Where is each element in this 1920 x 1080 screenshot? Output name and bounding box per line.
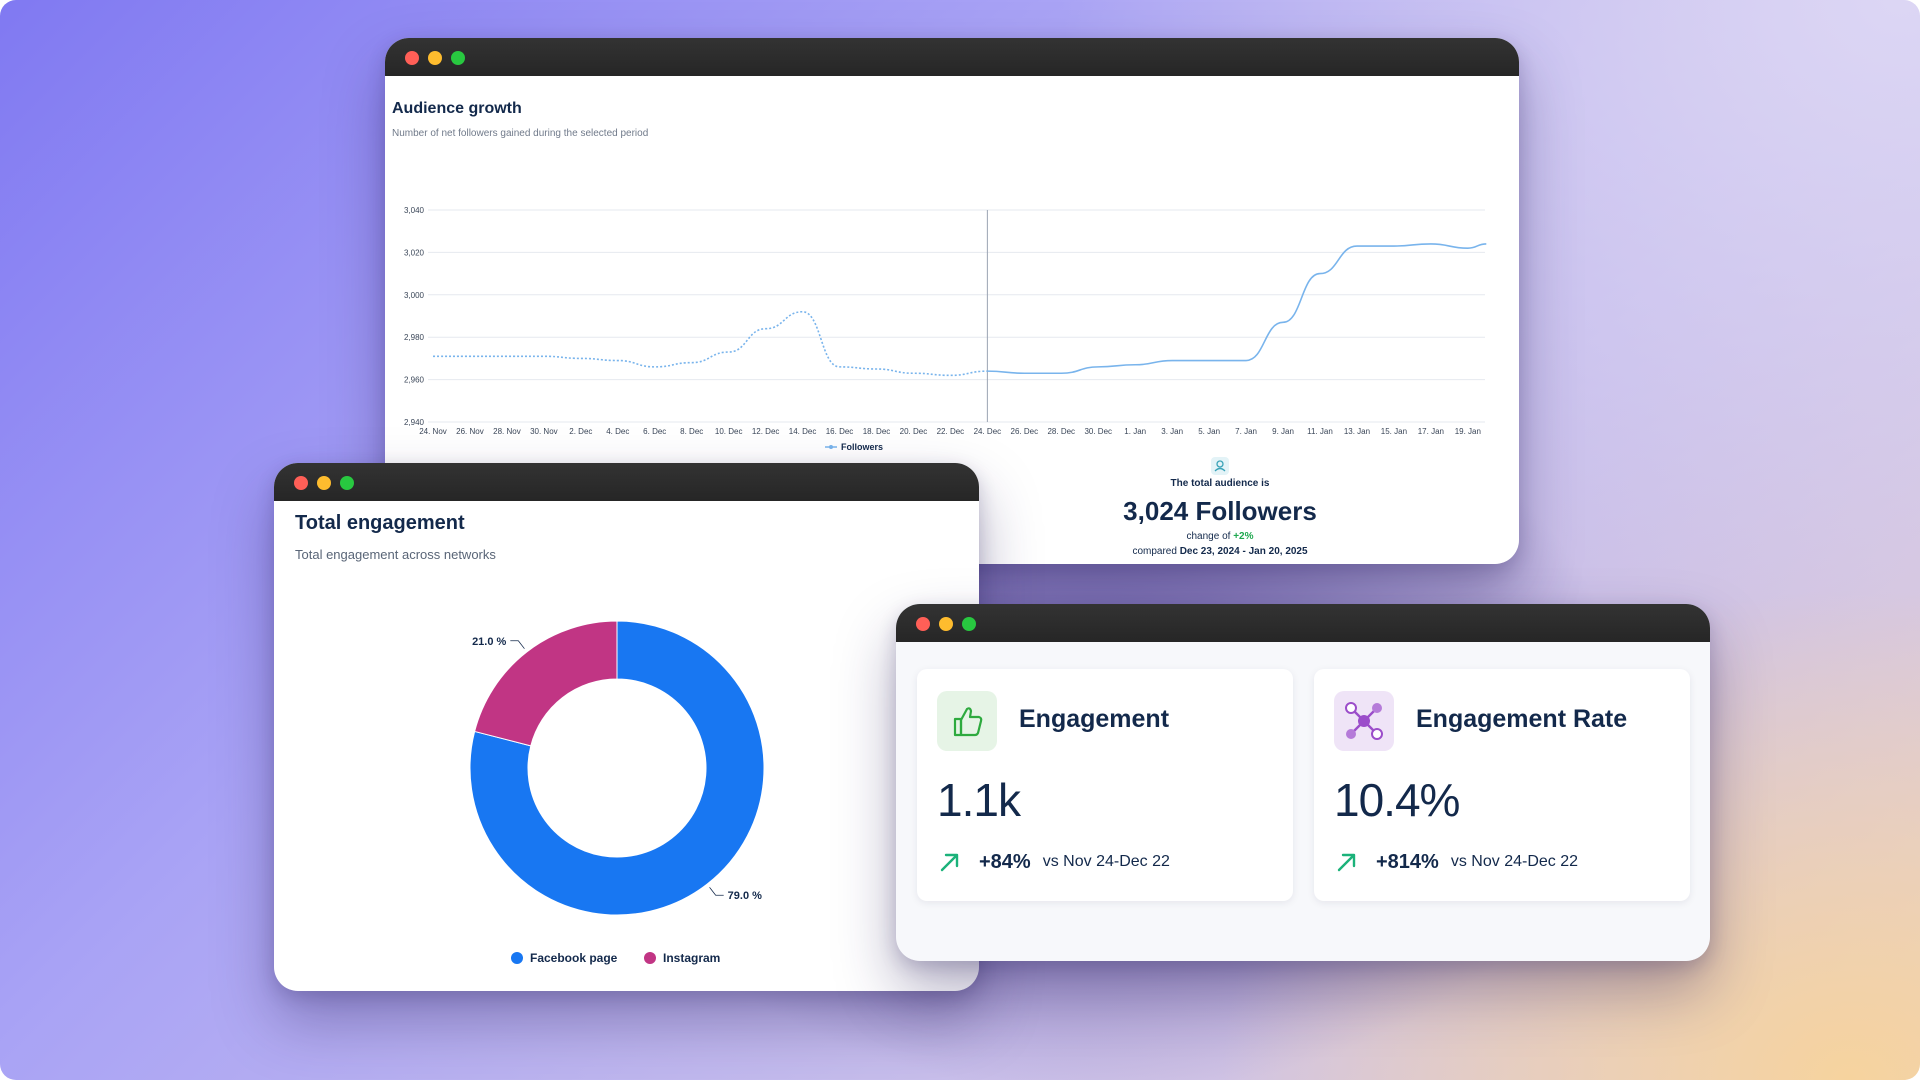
engagement-rate-value: 10.4% <box>1334 774 1460 826</box>
minimize-window-button[interactable] <box>428 51 442 65</box>
x-tick-label: 24. Dec <box>974 427 1002 436</box>
change-value: +2% <box>1233 531 1254 542</box>
compared-range: compared Dec 23, 2024 - Jan 20, 2025 <box>1025 546 1415 557</box>
x-tick-label: 24. Nov <box>419 427 447 436</box>
engagement-rate-card[interactable]: Engagement Rate 10.4% +814% vs Nov 24-De… <box>1314 669 1690 901</box>
x-tick-label: 28. Nov <box>493 427 521 436</box>
window-titlebar[interactable] <box>896 604 1710 642</box>
window-titlebar[interactable] <box>385 38 1519 76</box>
engagement-value: 1.1k <box>937 774 1021 826</box>
x-tick-label: 28. Dec <box>1047 427 1075 436</box>
legend-facebook[interactable]: Facebook page <box>511 951 617 965</box>
instagram-swatch <box>644 952 656 964</box>
total-engagement-title: Total engagement <box>295 512 465 534</box>
compared-dates: Dec 23, 2024 - Jan 20, 2025 <box>1179 546 1308 557</box>
x-tick-label: 20. Dec <box>900 427 928 436</box>
total-audience-label: The total audience is <box>1170 478 1270 489</box>
change-prefix: change of <box>1186 531 1231 542</box>
x-tick-label: 16. Dec <box>826 427 854 436</box>
x-tick-label: 8. Dec <box>680 427 703 436</box>
x-tick-label: 22. Dec <box>937 427 965 436</box>
audience-growth-title: Audience growth <box>392 100 522 117</box>
total-audience-value: 3,024 Followers <box>1123 496 1317 526</box>
facebook-swatch <box>511 952 523 964</box>
metrics-window: Engagement 1.1k +84% vs Nov 24-Dec 22 <box>896 604 1710 961</box>
engagement-comparison: vs Nov 24-Dec 22 <box>1042 853 1170 870</box>
x-tick-label: 4. Dec <box>606 427 629 436</box>
x-tick-label: 2. Dec <box>569 427 592 436</box>
x-tick-label: 7. Jan <box>1235 427 1257 436</box>
followers-line-solid[interactable] <box>987 243 1487 375</box>
x-tick-label: 14. Dec <box>789 427 817 436</box>
total-engagement-window: Total engagement Total engagement across… <box>274 463 979 991</box>
x-tick-label: 5. Jan <box>1198 427 1220 436</box>
arrow-up-right-icon <box>940 853 959 872</box>
followers-line-dotted[interactable] <box>432 310 988 377</box>
x-tick-label: 13. Jan <box>1344 427 1370 436</box>
legend-facebook-label: Facebook page <box>530 951 618 965</box>
total-engagement-subtitle: Total engagement across networks <box>295 547 496 562</box>
close-window-button[interactable] <box>294 476 308 490</box>
minimize-window-button[interactable] <box>939 617 953 631</box>
slice-percentage-label: 21.0 % <box>472 636 506 648</box>
legend-marker <box>829 445 833 449</box>
x-tick-label: 26. Nov <box>456 427 484 436</box>
engagement-card[interactable]: Engagement 1.1k +84% vs Nov 24-Dec 22 <box>917 669 1293 901</box>
x-tick-label: 15. Jan <box>1381 427 1407 436</box>
legend-instagram[interactable]: Instagram <box>644 951 720 965</box>
x-tick-label: 19. Jan <box>1455 427 1481 436</box>
window-titlebar[interactable] <box>274 463 979 501</box>
close-window-button[interactable] <box>916 617 930 631</box>
engagement-rate-delta-value: +814% <box>1376 850 1439 873</box>
donut-slice-facebook-page[interactable] <box>469 620 765 916</box>
legend-followers[interactable]: Followers <box>841 442 883 452</box>
donut-slice-instagram[interactable] <box>474 620 618 747</box>
x-tick-label: 6. Dec <box>643 427 666 436</box>
x-tick-label: 30. Dec <box>1084 427 1112 436</box>
label-leader-line <box>510 640 525 649</box>
minimize-window-button[interactable] <box>317 476 331 490</box>
maximize-window-button[interactable] <box>451 51 465 65</box>
engagement-rate-label: Engagement Rate <box>1416 705 1628 733</box>
slice-percentage-label: 79.0 % <box>728 890 762 902</box>
engagement-rate-delta: +814% vs Nov 24-Dec 22 <box>1334 849 1578 875</box>
y-tick-label: 3,020 <box>404 248 425 257</box>
close-window-button[interactable] <box>405 51 419 65</box>
y-tick-label: 2,940 <box>404 418 425 427</box>
x-tick-label: 30. Nov <box>530 427 558 436</box>
y-tick-label: 2,960 <box>404 376 425 385</box>
engagement-donut-chart: 79.0 % 21.0 % <box>469 620 765 916</box>
engagement-rate-comparison: vs Nov 24-Dec 22 <box>1450 853 1579 870</box>
audience-growth-subtitle: Number of net followers gained during th… <box>392 128 649 139</box>
audience-icon <box>1211 457 1229 475</box>
x-tick-label: 17. Jan <box>1418 427 1444 436</box>
x-tick-label: 3. Jan <box>1161 427 1183 436</box>
x-tick-label: 10. Dec <box>715 427 743 436</box>
engagement-delta-value: +84% <box>979 850 1031 873</box>
legend-instagram-label: Instagram <box>663 951 721 965</box>
y-tick-label: 3,040 <box>404 206 425 215</box>
engagement-label: Engagement <box>1019 705 1170 733</box>
y-tick-label: 2,980 <box>404 333 425 342</box>
thumbs-up-icon <box>937 691 997 751</box>
x-tick-label: 12. Dec <box>752 427 780 436</box>
x-tick-label: 11. Jan <box>1307 427 1333 436</box>
label-leader-line <box>709 887 724 896</box>
x-tick-label: 18. Dec <box>863 427 891 436</box>
x-tick-label: 9. Jan <box>1272 427 1294 436</box>
engagement-delta: +84% vs Nov 24-Dec 22 <box>937 849 1170 875</box>
maximize-window-button[interactable] <box>962 617 976 631</box>
compared-prefix: compared <box>1132 546 1177 557</box>
x-tick-label: 1. Jan <box>1124 427 1146 436</box>
x-tick-label: 26. Dec <box>1011 427 1039 436</box>
audience-change: change of +2% <box>1085 531 1355 542</box>
maximize-window-button[interactable] <box>340 476 354 490</box>
network-icon <box>1334 691 1394 751</box>
arrow-up-right-icon <box>1337 853 1356 872</box>
y-tick-label: 3,000 <box>404 291 425 300</box>
